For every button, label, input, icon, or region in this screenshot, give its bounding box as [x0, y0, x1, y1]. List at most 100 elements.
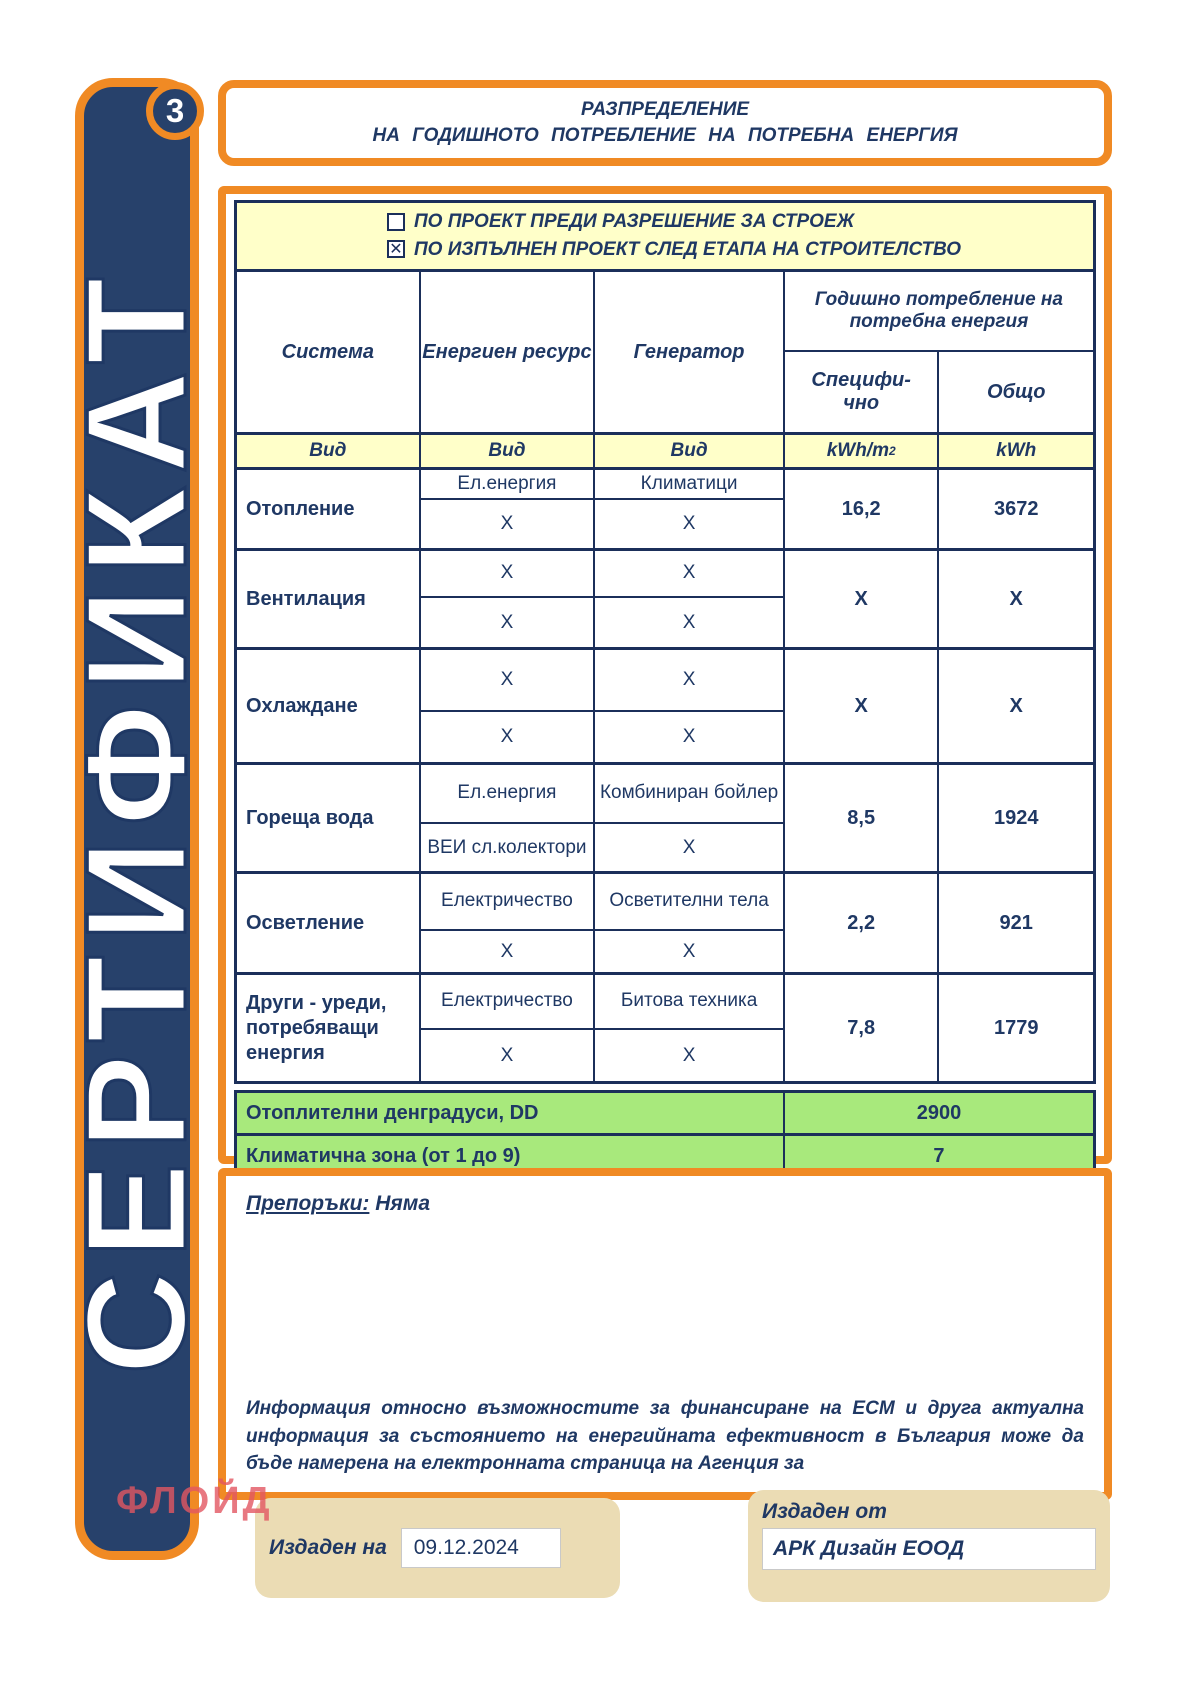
- resource-1: X: [420, 551, 594, 599]
- col-header-generator: Генератор: [595, 272, 785, 433]
- col-header-resource: Енергиен ресурс: [421, 272, 596, 433]
- certificate-sidebar: СЕРТИФИКАТ: [56, 78, 218, 1560]
- page-title-line2: НА ГОДИШНОТО ПОТРЕБЛЕНИЕ НА ПОТРЕБНА ЕНЕ…: [372, 125, 958, 146]
- resource-cell: Електричество X: [420, 975, 596, 1082]
- recommendations-label: Препоръки:: [246, 1192, 370, 1215]
- col-header-specific: Специфи- чно: [785, 352, 940, 433]
- resource-cell: Електричество X: [420, 874, 596, 973]
- resource-1: Електричество: [420, 874, 594, 932]
- system-name: Отопление: [237, 470, 421, 549]
- generator-cell: Климатици X: [595, 470, 785, 549]
- specific-value: 7,8: [785, 975, 940, 1082]
- resource-1: Ел.енергия: [420, 470, 594, 501]
- table-row: Осветление Електричество X Осветителни т…: [237, 874, 1093, 976]
- stage-option-label: ПО ПРОЕКТ ПРЕДИ РАЗРЕШЕНИЕ ЗА СТРОЕЖ: [414, 211, 855, 232]
- energy-table-box: ПО ПРОЕКТ ПРЕДИ РАЗРЕШЕНИЕ ЗА СТРОЕЖ ПО …: [218, 186, 1112, 1180]
- resource-1: Ел.енергия: [420, 765, 594, 825]
- recommendations-box: Препоръки: Няма Информация относно възмо…: [218, 1168, 1112, 1500]
- resource-1: X: [420, 650, 594, 713]
- generator-1: X: [595, 650, 783, 713]
- kind-label: Вид: [237, 435, 421, 468]
- specific-value: X: [785, 551, 940, 648]
- page-title-line1: РАЗПРЕДЕЛЕНИЕ: [580, 99, 750, 121]
- issued-on-box: Издаден на 09.12.2024: [255, 1498, 620, 1598]
- generator-2: X: [682, 940, 696, 962]
- generator-cell: X X: [595, 551, 785, 648]
- certificate-vertical-label: СЕРТИФИКАТ: [56, 262, 218, 1376]
- total-value: X: [1009, 587, 1023, 610]
- specific-value: 2,2: [785, 874, 940, 973]
- generator-1: X: [595, 551, 783, 599]
- degree-days-label: Отоплителни денградуси, DD: [237, 1093, 785, 1134]
- page-title: РАЗПРЕДЕЛЕНИЕ НА ГОДИШНОТО ПОТРЕБЛЕНИЕ Н…: [218, 80, 1112, 166]
- table-row: Гореща вода Ел.енергия ВЕИ сл.колектори …: [237, 765, 1093, 875]
- issued-by-box: Издаден от АРК Дизайн ЕООД: [748, 1490, 1110, 1602]
- specific-value: 8,5: [785, 765, 940, 872]
- unit-specific: kWh/m 2: [785, 435, 940, 468]
- total-value: 3672: [993, 497, 1039, 520]
- generator-1: Осветителни тела: [595, 874, 783, 932]
- issued-on-date-field[interactable]: 09.12.2024: [400, 1528, 561, 1568]
- table-units-row: Вид Вид Вид kWh/m 2 kWh: [237, 432, 1093, 471]
- issued-by-label: Издаден от: [762, 1500, 887, 1523]
- climate-parameters-table: Отоплителни денградуси, DD 2900 Климатич…: [234, 1090, 1096, 1180]
- total-value: 1779: [993, 1016, 1039, 1039]
- financing-info-text: Информация относно възможностите за фина…: [246, 1398, 1084, 1475]
- energy-consumption-table: Система Енергиен ресурс Генератор Годишн…: [234, 272, 1096, 1085]
- generator-2: X: [682, 836, 696, 858]
- recommendations-value: Няма: [375, 1192, 430, 1215]
- generator-cell: Осветителни тела X: [595, 874, 785, 973]
- unit-total: kWh: [996, 440, 1037, 462]
- generator-cell: Комбиниран бойлер X: [595, 765, 785, 872]
- system-name: Осветление: [237, 874, 421, 973]
- system-name: Гореща вода: [237, 765, 421, 872]
- resource-cell: Ел.енергия X: [420, 470, 596, 549]
- total-value: 1924: [993, 806, 1039, 829]
- total-value: X: [1009, 694, 1023, 717]
- resource-2: X: [500, 1044, 514, 1066]
- resource-cell: X X: [420, 551, 596, 648]
- checkbox-unchecked-icon[interactable]: [387, 212, 405, 231]
- generator-1: Климатици: [595, 470, 783, 501]
- table-row: Вентилация X X X X X X: [237, 551, 1093, 651]
- generator-2: X: [682, 726, 696, 748]
- project-stage-banner: ПО ПРОЕКТ ПРЕДИ РАЗРЕШЕНИЕ ЗА СТРОЕЖ ПО …: [234, 200, 1096, 273]
- watermark-text: ФЛОЙД: [116, 1480, 273, 1522]
- system-name: Охлаждане: [237, 650, 421, 763]
- generator-2: X: [682, 1044, 696, 1066]
- table-row: Отоплителни денградуси, DD 2900: [237, 1093, 1093, 1134]
- generator-1: Битова техника: [595, 975, 783, 1031]
- col-header-annual-group: Годишно потребление на потребна енергия …: [784, 272, 1093, 433]
- resource-cell: X X: [420, 650, 596, 763]
- issued-on-label: Издаден на: [269, 1536, 387, 1559]
- resource-2: X: [500, 726, 514, 748]
- resource-1: Електричество: [420, 975, 594, 1031]
- resource-cell: Ел.енергия ВЕИ сл.колектори: [420, 765, 596, 872]
- issued-by-field[interactable]: АРК Дизайн ЕООД: [762, 1528, 1096, 1570]
- climate-zone-label: Климатична зона (от 1 до 9): [237, 1136, 785, 1177]
- degree-days-value: 2900: [916, 1101, 962, 1124]
- stage-option-before-permit: ПО ПРОЕКТ ПРЕДИ РАЗРЕШЕНИЕ ЗА СТРОЕЖ: [387, 208, 1093, 236]
- generator-2: X: [682, 611, 696, 633]
- specific-value: X: [785, 650, 940, 763]
- stage-option-after-construction: ПО ИЗПЪЛНЕН ПРОЕКТ СЛЕД ЕТАПА НА СТРОИТЕ…: [387, 236, 1093, 264]
- generator-cell: X X: [595, 650, 785, 763]
- specific-value: 16,2: [785, 470, 940, 549]
- generator-1: Комбиниран бойлер: [595, 765, 783, 825]
- generator-2: X: [682, 513, 696, 535]
- kind-label: Вид: [421, 435, 596, 468]
- table-row: Други - уреди, потребяващи енергия Елект…: [237, 975, 1093, 1082]
- resource-2: ВЕИ сл.колектори: [427, 836, 587, 858]
- table-row: Охлаждане X X X X X X: [237, 650, 1093, 766]
- total-value: 921: [999, 911, 1033, 934]
- table-header-row: Система Енергиен ресурс Генератор Годишн…: [237, 272, 1093, 433]
- checkbox-checked-icon[interactable]: [387, 240, 405, 259]
- system-name: Други - уреди, потребяващи енергия: [237, 975, 421, 1082]
- col-header-system: Система: [237, 272, 421, 433]
- table-row: Отопление Ел.енергия X Климатици X 16,2 …: [237, 470, 1093, 552]
- generator-cell: Битова техника X: [595, 975, 785, 1082]
- system-name: Вентилация: [237, 551, 421, 648]
- climate-zone-value: 7: [933, 1144, 945, 1167]
- resource-2: X: [500, 513, 514, 535]
- page-number-badge: 3: [146, 82, 204, 140]
